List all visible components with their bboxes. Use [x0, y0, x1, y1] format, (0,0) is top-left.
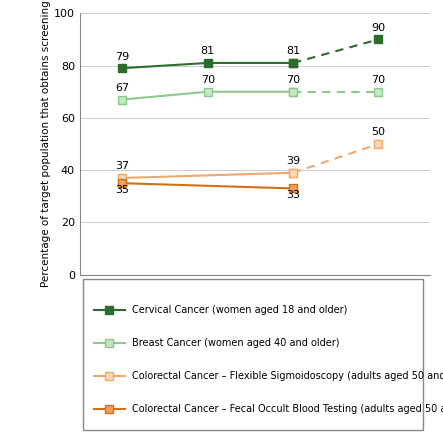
Text: 70: 70	[371, 75, 385, 85]
Text: 79: 79	[115, 52, 129, 61]
Text: 67: 67	[115, 83, 129, 93]
Text: Colorectal Cancer – Fecal Occult Blood Testing (adults aged 50 and older): Colorectal Cancer – Fecal Occult Blood T…	[132, 404, 443, 415]
Y-axis label: Percentage of target population that obtains screening: Percentage of target population that obt…	[41, 0, 51, 287]
Text: 81: 81	[286, 46, 300, 57]
Text: Colorectal Cancer – Flexible Sigmoidoscopy (adults aged 50 and older): Colorectal Cancer – Flexible Sigmoidosco…	[132, 371, 443, 381]
Text: 81: 81	[201, 46, 215, 57]
X-axis label: Year: Year	[241, 307, 268, 320]
Text: Cervical Cancer (women aged 18 and older): Cervical Cancer (women aged 18 and older…	[132, 305, 348, 315]
Text: 39: 39	[286, 156, 300, 166]
Text: 35: 35	[116, 185, 129, 195]
Text: Breast Cancer (women aged 40 and older): Breast Cancer (women aged 40 and older)	[132, 338, 340, 348]
Text: 90: 90	[371, 23, 385, 33]
Text: 37: 37	[115, 161, 129, 171]
Text: 70: 70	[201, 75, 215, 85]
Text: 33: 33	[286, 190, 300, 200]
Text: 50: 50	[372, 127, 385, 137]
FancyBboxPatch shape	[83, 279, 423, 430]
Text: 70: 70	[286, 75, 300, 85]
